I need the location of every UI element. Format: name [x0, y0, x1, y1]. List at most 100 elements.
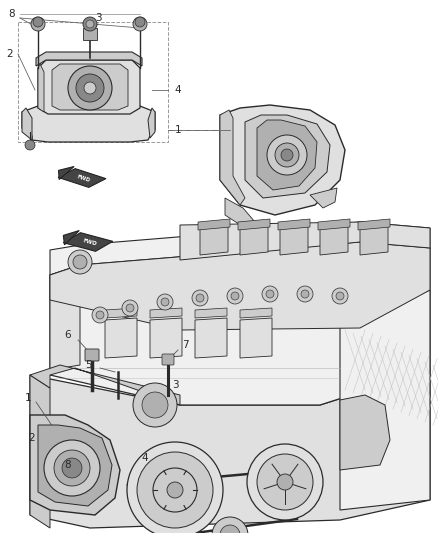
Polygon shape [358, 219, 390, 230]
Circle shape [133, 17, 147, 31]
Polygon shape [30, 370, 430, 528]
Polygon shape [195, 308, 227, 318]
Circle shape [96, 311, 104, 319]
Circle shape [267, 135, 307, 175]
Circle shape [281, 149, 293, 161]
Text: 8: 8 [9, 9, 15, 19]
Polygon shape [240, 222, 268, 255]
Text: 1: 1 [25, 393, 31, 403]
Text: 3: 3 [172, 380, 178, 390]
Circle shape [212, 517, 248, 533]
Polygon shape [38, 64, 44, 112]
Circle shape [86, 20, 94, 28]
Polygon shape [310, 188, 337, 208]
Polygon shape [238, 219, 270, 230]
Polygon shape [320, 222, 348, 255]
Polygon shape [257, 120, 317, 190]
Circle shape [31, 17, 45, 31]
Circle shape [161, 298, 169, 306]
Circle shape [247, 444, 323, 520]
Polygon shape [340, 290, 430, 510]
Text: FWD: FWD [82, 239, 97, 247]
Circle shape [126, 304, 134, 312]
Polygon shape [50, 222, 430, 275]
Circle shape [192, 290, 208, 306]
Circle shape [301, 290, 309, 298]
Circle shape [220, 525, 240, 533]
Circle shape [73, 255, 87, 269]
Circle shape [266, 290, 274, 298]
Text: 5: 5 [85, 360, 91, 370]
Polygon shape [225, 198, 255, 228]
Polygon shape [105, 318, 137, 358]
Text: 7: 7 [182, 340, 188, 350]
Circle shape [196, 294, 204, 302]
Circle shape [231, 292, 239, 300]
Text: 4: 4 [141, 453, 148, 463]
Polygon shape [240, 318, 272, 358]
Circle shape [167, 482, 183, 498]
Polygon shape [195, 318, 227, 358]
Circle shape [257, 454, 313, 510]
Polygon shape [59, 166, 74, 180]
Polygon shape [318, 219, 350, 230]
Polygon shape [200, 222, 228, 255]
Polygon shape [36, 52, 142, 66]
Polygon shape [63, 233, 113, 251]
Circle shape [122, 300, 138, 316]
Polygon shape [245, 115, 330, 198]
Polygon shape [50, 242, 430, 405]
Circle shape [153, 468, 197, 512]
Circle shape [336, 292, 344, 300]
Circle shape [33, 17, 43, 27]
Circle shape [68, 250, 92, 274]
Polygon shape [150, 318, 182, 358]
Polygon shape [280, 222, 308, 255]
Bar [18, 22, 168, 142]
Polygon shape [38, 60, 140, 114]
Polygon shape [278, 219, 310, 230]
Circle shape [76, 74, 104, 102]
FancyBboxPatch shape [162, 354, 174, 365]
Polygon shape [30, 375, 50, 528]
Polygon shape [64, 231, 79, 245]
Polygon shape [50, 265, 80, 370]
Text: 1: 1 [175, 125, 181, 135]
Polygon shape [52, 64, 128, 110]
Polygon shape [83, 28, 97, 40]
Circle shape [68, 66, 112, 110]
Polygon shape [220, 105, 345, 215]
Text: FWD: FWD [76, 174, 91, 183]
Circle shape [332, 288, 348, 304]
Polygon shape [30, 365, 180, 405]
Polygon shape [340, 395, 390, 470]
Polygon shape [148, 108, 155, 138]
Circle shape [157, 294, 173, 310]
Polygon shape [220, 110, 245, 205]
Text: 4: 4 [175, 85, 181, 95]
Circle shape [127, 442, 223, 533]
Polygon shape [360, 222, 388, 255]
Circle shape [92, 307, 108, 323]
Circle shape [297, 286, 313, 302]
Polygon shape [30, 415, 120, 515]
Circle shape [135, 17, 145, 27]
Polygon shape [22, 106, 155, 142]
Text: 8: 8 [65, 460, 71, 470]
Circle shape [133, 383, 177, 427]
Circle shape [142, 392, 168, 418]
Circle shape [137, 452, 213, 528]
Circle shape [84, 82, 96, 94]
Polygon shape [105, 308, 137, 318]
Polygon shape [150, 308, 182, 318]
Polygon shape [50, 242, 430, 330]
Polygon shape [22, 108, 32, 140]
Circle shape [227, 288, 243, 304]
Polygon shape [58, 168, 106, 188]
Circle shape [54, 450, 90, 486]
Polygon shape [38, 425, 112, 506]
Text: 2: 2 [7, 49, 13, 59]
Polygon shape [240, 308, 272, 318]
Circle shape [25, 140, 35, 150]
Polygon shape [198, 219, 230, 230]
